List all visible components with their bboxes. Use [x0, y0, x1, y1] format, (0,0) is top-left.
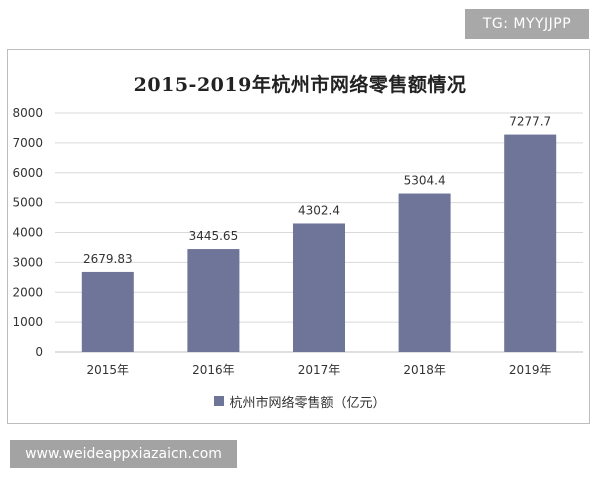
y-tick-label: 0 [35, 345, 43, 359]
bar [81, 271, 134, 352]
y-tick-label: 8000 [12, 106, 43, 120]
chart-title: 2015-2019年杭州市网络零售额情况 [133, 74, 467, 96]
y-tick-label: 1000 [12, 315, 43, 329]
y-tick-label: 7000 [12, 136, 43, 150]
data-label: 5304.4 [404, 174, 446, 188]
x-tick-label: 2018年 [403, 363, 446, 377]
bar [187, 249, 240, 352]
x-tick-label: 2016年 [192, 363, 235, 377]
y-tick-label: 2000 [12, 285, 43, 299]
bar [293, 223, 345, 352]
bar [398, 193, 451, 352]
watermark-tg: TG: MYYJJPP [465, 9, 589, 39]
watermark-site: www.weideappxiazaicn.com [10, 440, 237, 468]
x-tick-label: 2019年 [509, 363, 552, 377]
legend: 杭州市网络零售额（亿元） [0, 392, 600, 411]
data-label: 3445.65 [189, 229, 239, 243]
y-tick-label: 4000 [12, 226, 43, 240]
y-tick-label: 6000 [12, 166, 43, 180]
data-label: 4302.4 [298, 203, 340, 217]
x-tick-label: 2015年 [87, 363, 130, 377]
bar [504, 134, 557, 352]
y-tick-label: 5000 [12, 196, 43, 210]
data-label: 7277.7 [509, 115, 551, 129]
data-label: 2679.83 [83, 252, 133, 266]
legend-swatch [214, 395, 225, 406]
y-tick-label: 3000 [12, 255, 43, 269]
legend-label: 杭州市网络零售额（亿元） [229, 396, 386, 411]
x-tick-label: 2017年 [298, 363, 341, 377]
